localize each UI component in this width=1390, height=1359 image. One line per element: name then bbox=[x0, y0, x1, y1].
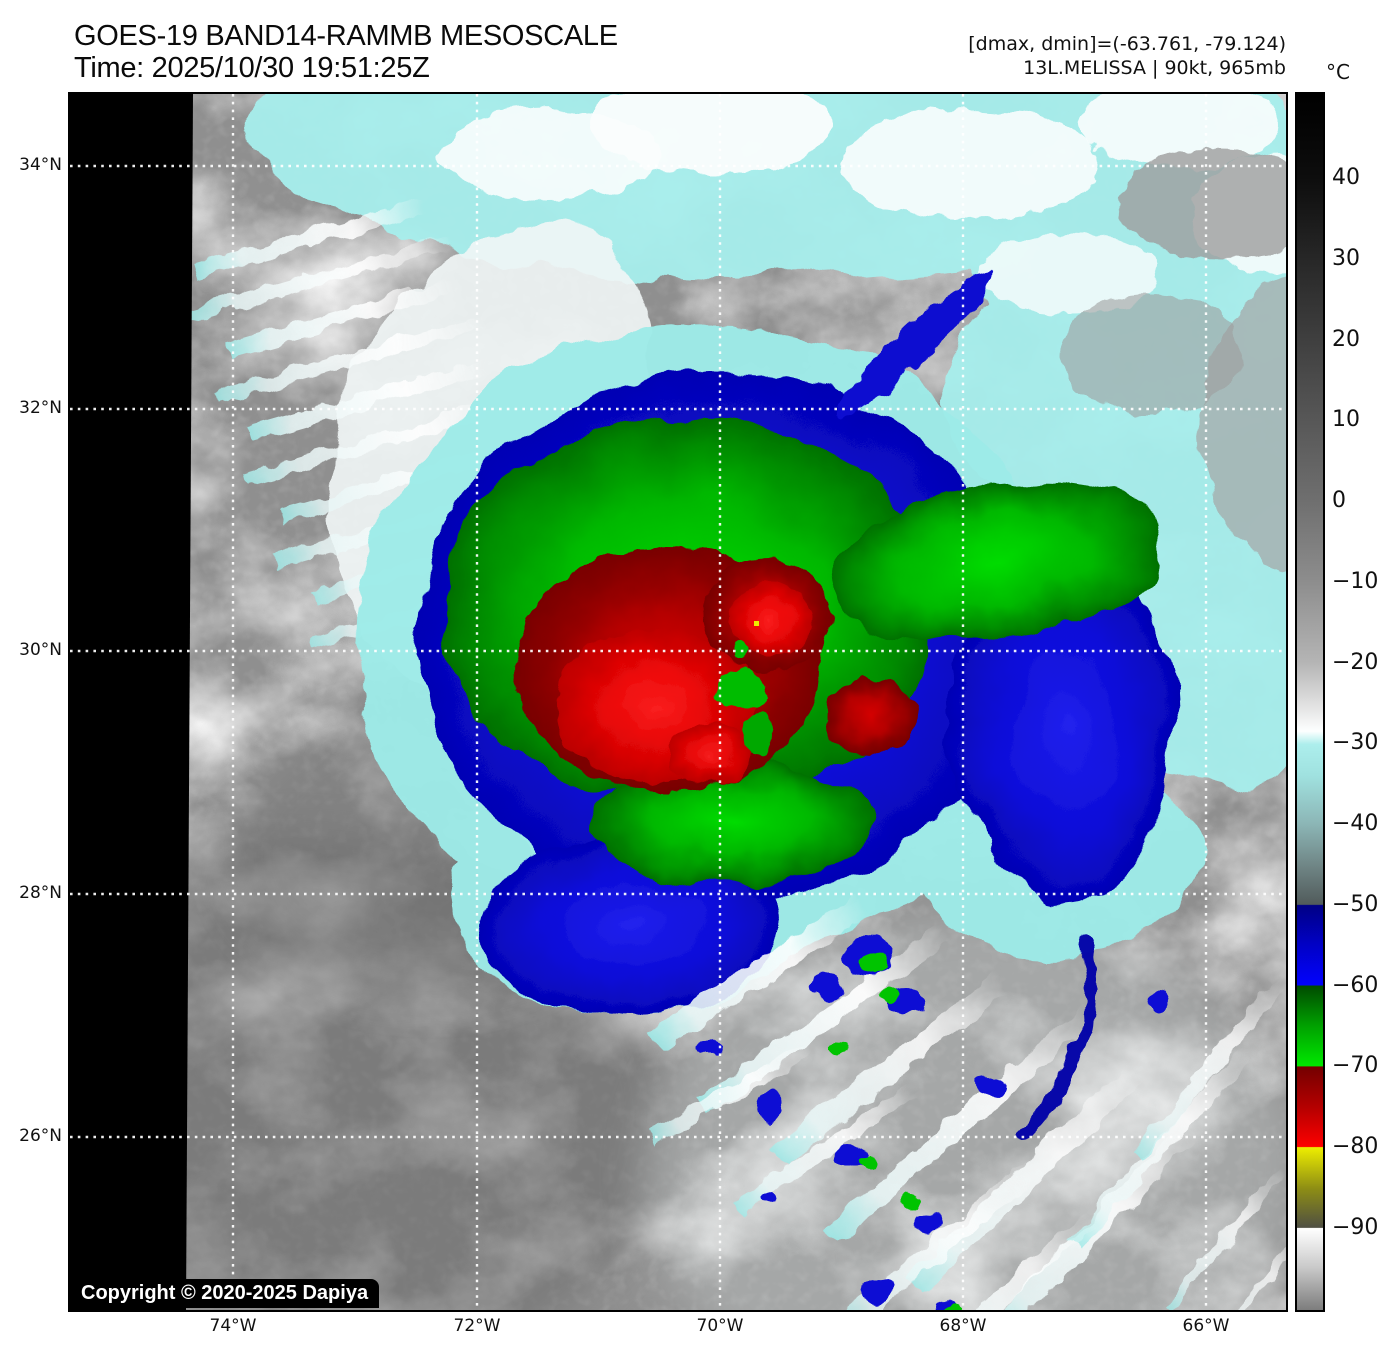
lat-label-34n: 34°N bbox=[19, 155, 62, 175]
colorbar-tick: 10 bbox=[1332, 407, 1360, 432]
colorbar-unit-label: °C bbox=[1326, 60, 1350, 84]
no-data-region bbox=[70, 94, 193, 1310]
lat-label-28n: 28°N bbox=[19, 883, 62, 903]
copyright-watermark: Copyright © 2020-2025 Dapiya bbox=[70, 1279, 380, 1308]
lat-label-30n: 30°N bbox=[19, 640, 62, 660]
storm-info: 13L.MELISSA | 90kt, 965mb bbox=[1023, 57, 1286, 79]
lon-label-72w: 72°W bbox=[453, 1316, 501, 1336]
colorbar-tick: 40 bbox=[1332, 165, 1360, 190]
lon-label-68w: 68°W bbox=[939, 1316, 987, 1336]
storm-core-bright-red bbox=[557, 584, 812, 784]
lon-label-66w: 66°W bbox=[1182, 1316, 1230, 1336]
lon-label-70w: 70°W bbox=[696, 1316, 744, 1336]
colorbar-tick: −30 bbox=[1332, 730, 1379, 755]
eye-warm-notch bbox=[718, 643, 776, 756]
dmax-dmin-readout: [dmax, dmin]=(-63.761, -79.124) bbox=[968, 33, 1286, 55]
colorbar-tick: 30 bbox=[1332, 246, 1360, 271]
colorbar-tick: −40 bbox=[1332, 811, 1379, 836]
colorbar-tick: 20 bbox=[1332, 327, 1360, 352]
cirrus-white-patches bbox=[440, 94, 1286, 314]
colorbar-tick: −10 bbox=[1332, 569, 1379, 594]
colorbar-tick: −80 bbox=[1332, 1134, 1379, 1159]
colorbar-gradient bbox=[1297, 94, 1323, 1310]
colorbar-tick: 0 bbox=[1332, 488, 1346, 513]
south-band-blue-cells bbox=[701, 939, 1167, 1310]
lat-label-32n: 32°N bbox=[19, 398, 62, 418]
south-navy-arc bbox=[1015, 939, 1096, 1143]
lat-label-26n: 26°N bbox=[19, 1126, 62, 1146]
colorbar bbox=[1295, 92, 1325, 1312]
colorbar-tick: −50 bbox=[1332, 892, 1379, 917]
south-band-green-cells bbox=[833, 954, 962, 1310]
colorbar-tick: −20 bbox=[1332, 650, 1379, 675]
satellite-map-canvas bbox=[70, 94, 1286, 1310]
colorbar-tick: −90 bbox=[1332, 1215, 1379, 1240]
northeast-blue-streamer bbox=[836, 272, 994, 416]
lon-label-74w: 74°W bbox=[209, 1316, 257, 1336]
product-title: GOES-19 BAND14-RAMMB MESOSCALE bbox=[74, 20, 618, 52]
northeast-gray-intrusion bbox=[1060, 149, 1286, 571]
timestamp: Time: 2025/10/30 19:51:25Z bbox=[74, 52, 430, 84]
colorbar-tick: −70 bbox=[1332, 1053, 1379, 1078]
colorbar-tick: −60 bbox=[1332, 973, 1379, 998]
dmin-marker bbox=[754, 621, 759, 626]
